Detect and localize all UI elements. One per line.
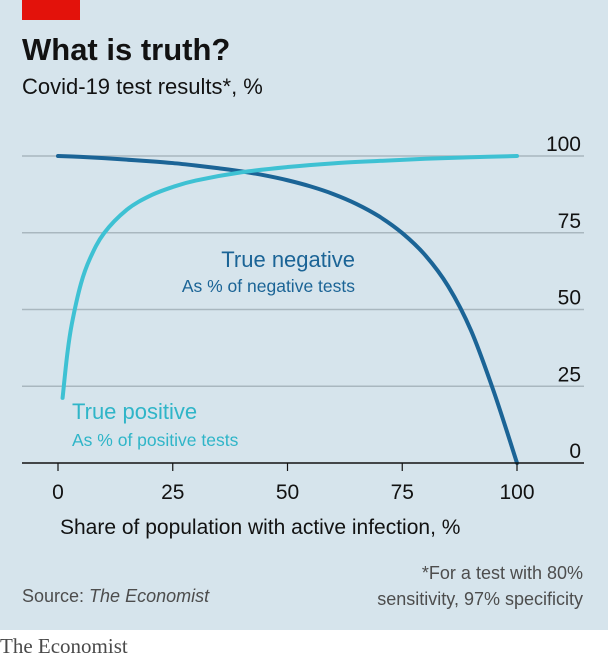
- true-positive-annotation: As % of positive tests: [72, 430, 239, 450]
- x-axis-tick-labels: 0 25 50 75 100: [52, 481, 534, 504]
- x-axis-label: Share of population with active infectio…: [60, 516, 461, 539]
- x-tick-label: 50: [276, 481, 299, 504]
- chart-card: What is truth? Covid-19 test results*, %…: [0, 0, 608, 630]
- x-tick-label: 0: [52, 481, 64, 504]
- y-tick-label: 100: [546, 133, 581, 156]
- y-axis-tick-labels: 0 25 50 75 100: [546, 133, 581, 463]
- footnote-line-2: sensitivity, 97% specificity: [377, 589, 583, 609]
- chart-subtitle: Covid-19 test results*, %: [22, 74, 263, 99]
- line-chart: 0 25 50 75 100 0 25 50 75 100 True negative As %…: [22, 133, 584, 504]
- footnote: *For a test with 80% sensitivity, 97% sp…: [377, 560, 583, 612]
- y-tick-label: 25: [558, 363, 581, 386]
- true-negative-line: [56, 154, 519, 465]
- y-tick-label: 0: [569, 440, 581, 463]
- true-negative-annotation: As % of negative tests: [182, 276, 355, 296]
- source-name: The Economist: [89, 586, 210, 606]
- footnote-line-1: *For a test with 80%: [421, 563, 583, 583]
- source-note: Source: The Economist: [22, 586, 209, 607]
- x-tick-label: 25: [161, 481, 184, 504]
- x-tick-label: 75: [391, 481, 414, 504]
- source-label: Source:: [22, 586, 90, 606]
- brand-red-tag: [22, 0, 80, 20]
- true-negative-label: True negative: [221, 247, 355, 272]
- x-axis-tick-marks: [57, 463, 518, 471]
- chart-title: What is truth?: [22, 32, 231, 67]
- x-tick-label: 100: [499, 481, 534, 504]
- brand-wordmark: The Economist: [0, 634, 128, 658]
- y-tick-label: 50: [558, 287, 581, 310]
- y-tick-label: 75: [558, 210, 581, 233]
- series-lines: [56, 154, 519, 465]
- true-positive-line: [60, 154, 519, 400]
- true-positive-label: True positive: [72, 399, 197, 424]
